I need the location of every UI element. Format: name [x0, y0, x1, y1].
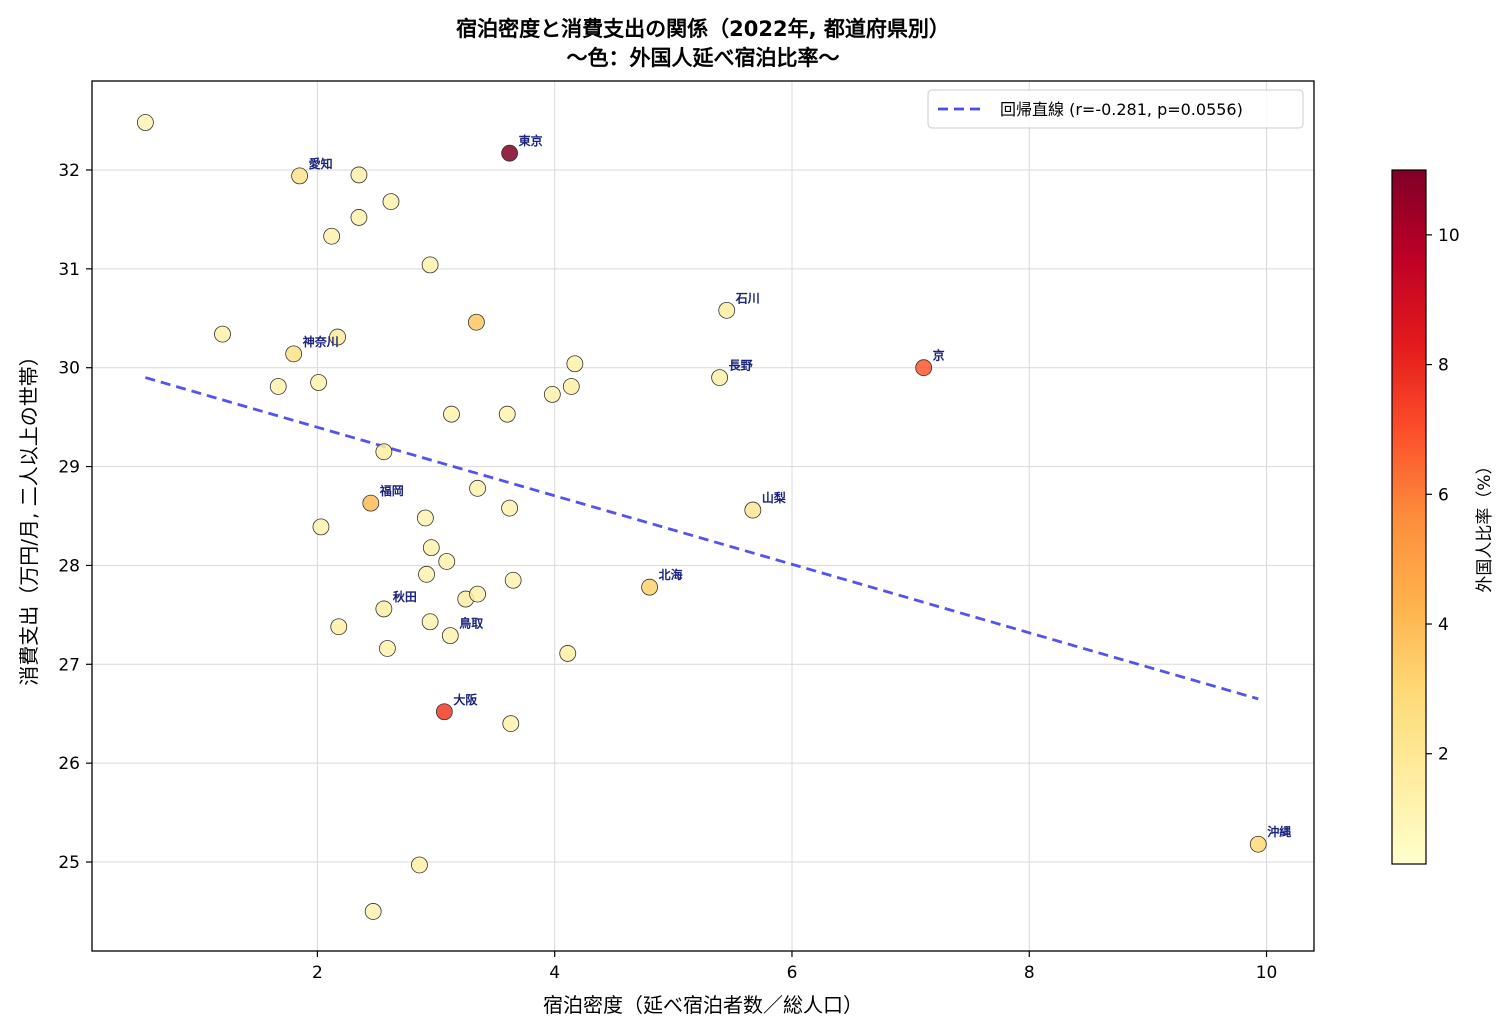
data-point	[744, 501, 762, 519]
data-point	[504, 571, 522, 589]
point-label: 神奈川	[303, 334, 339, 349]
data-point	[421, 256, 439, 274]
data-point	[718, 301, 736, 319]
data-point	[418, 565, 435, 583]
colorbar: 2 4 6 8 10 外国人比率（%）	[1391, 169, 1495, 865]
colorbar-label: 外国人比率（%）	[1475, 457, 1495, 592]
point-label: 福岡	[379, 483, 404, 498]
colorbar-tick-label: 6	[1438, 485, 1449, 505]
x-tick-label: 2	[312, 963, 323, 983]
data-point	[329, 328, 346, 346]
data-point	[543, 385, 561, 403]
data-point	[641, 578, 659, 596]
data-point	[469, 585, 486, 603]
point-label: 沖縄	[1267, 824, 1291, 839]
data-point	[323, 227, 341, 245]
data-point	[1249, 835, 1267, 853]
data-point	[422, 539, 440, 557]
colorbar-tick-label: 8	[1438, 356, 1449, 376]
x-tick-label: 4	[549, 963, 560, 983]
data-point	[411, 856, 428, 874]
data-point	[559, 645, 577, 662]
point-label: 北海	[659, 567, 683, 582]
chart-title: 宿泊密度と消費支出の関係（2022年, 都道府県別）	[456, 17, 950, 41]
data-point	[438, 553, 456, 570]
x-tick-label: 6	[787, 963, 798, 983]
point-label: 鳥取	[459, 616, 483, 631]
colorbar-tick-label: 2	[1438, 745, 1449, 765]
data-point	[362, 494, 380, 512]
data-point	[421, 613, 439, 631]
point-label: 大阪	[453, 692, 478, 707]
data-point	[350, 166, 368, 184]
plot-frame	[91, 80, 1315, 952]
colorbar-tick-label: 4	[1438, 615, 1449, 635]
point-label: 長野	[729, 358, 753, 373]
point-label: 石川	[735, 291, 760, 305]
regression-line	[145, 376, 1259, 701]
data-point	[285, 345, 303, 363]
data-point	[350, 209, 368, 226]
axis-ticks: 2 4 6 8 10 25 26 27 28 29 30 31 32	[58, 161, 1277, 983]
data-point	[562, 378, 580, 395]
data-point	[469, 479, 486, 497]
data-point	[443, 405, 460, 423]
point-label: 京	[933, 348, 945, 363]
data-point	[915, 359, 933, 377]
grid	[92, 81, 1314, 951]
data-point	[379, 640, 396, 657]
point-label: 東京	[519, 133, 543, 148]
y-tick-label: 27	[58, 655, 80, 675]
y-tick-label: 29	[58, 458, 80, 478]
colorbar-tick-label: 10	[1438, 226, 1460, 246]
data-point	[441, 627, 459, 645]
data-point	[364, 903, 382, 920]
colorbar-gradient	[1391, 169, 1427, 865]
data-point	[136, 114, 154, 131]
point-label: 愛知	[309, 156, 333, 171]
data-point	[502, 715, 520, 733]
legend: 回帰直線 (r=-0.281, p=0.0556)	[927, 89, 1304, 129]
data-point	[501, 144, 519, 162]
data-point	[566, 355, 584, 373]
data-point	[435, 703, 453, 721]
y-tick-label: 25	[58, 853, 80, 873]
point-label: 山梨	[762, 490, 786, 505]
y-tick-label: 28	[58, 556, 80, 576]
data-point	[467, 313, 485, 331]
data-point	[382, 193, 400, 211]
y-tick-label: 32	[58, 161, 80, 181]
legend-box	[927, 89, 1304, 129]
point-label: 秋田	[393, 589, 417, 604]
data-point	[310, 374, 328, 391]
data-point	[269, 378, 287, 395]
x-tick-label: 8	[1024, 963, 1035, 983]
y-tick-label: 30	[58, 359, 80, 379]
x-axis-label: 宿泊密度（延べ宿泊者数／総人口）	[543, 993, 863, 1017]
colorbar-ticks: 2 4 6 8 10	[1426, 226, 1460, 765]
data-point	[501, 499, 519, 517]
data-point	[375, 600, 393, 618]
data-point	[416, 509, 434, 527]
data-point	[711, 369, 729, 386]
y-tick-label: 31	[58, 260, 80, 280]
y-tick-label: 26	[58, 754, 80, 774]
data-point	[330, 618, 348, 636]
y-axis-label: 消費支出（万円/月, 二人以上の世帯）	[17, 346, 41, 685]
data-point	[214, 325, 231, 343]
data-point	[375, 443, 393, 461]
x-tick-label: 10	[1256, 963, 1278, 983]
chart-subtitle: 〜色：外国人延べ宿泊比率〜	[567, 46, 840, 70]
data-point	[291, 167, 309, 185]
data-points	[136, 114, 1267, 920]
data-point	[312, 518, 330, 536]
data-point	[498, 405, 516, 423]
legend-label: 回帰直線 (r=-0.281, p=0.0556)	[1000, 100, 1243, 119]
